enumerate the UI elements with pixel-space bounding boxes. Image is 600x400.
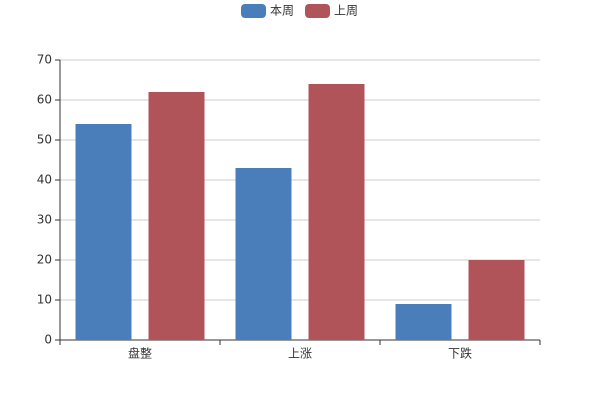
y-tick-label: 0 xyxy=(44,333,52,347)
legend-label: 上周 xyxy=(334,4,358,18)
bar xyxy=(468,260,525,340)
y-tick-label: 10 xyxy=(37,293,52,307)
y-tick-label: 60 xyxy=(37,93,52,107)
y-tick-label: 70 xyxy=(37,53,52,67)
legend-label: 本周 xyxy=(270,4,294,18)
legend-swatch xyxy=(241,4,266,18)
y-tick-label: 40 xyxy=(37,173,52,187)
bar xyxy=(75,124,132,340)
bar xyxy=(148,92,205,340)
y-tick-label: 30 xyxy=(37,213,52,227)
legend-swatch xyxy=(305,4,330,18)
y-tick-label: 20 xyxy=(37,253,52,267)
x-tick-label: 盘整 xyxy=(128,346,152,361)
bar xyxy=(235,168,292,340)
x-tick-label: 上涨 xyxy=(288,346,312,361)
bar xyxy=(395,304,452,340)
y-tick-label: 50 xyxy=(37,133,52,147)
bar xyxy=(308,84,365,340)
x-tick-label: 下跌 xyxy=(448,346,472,361)
